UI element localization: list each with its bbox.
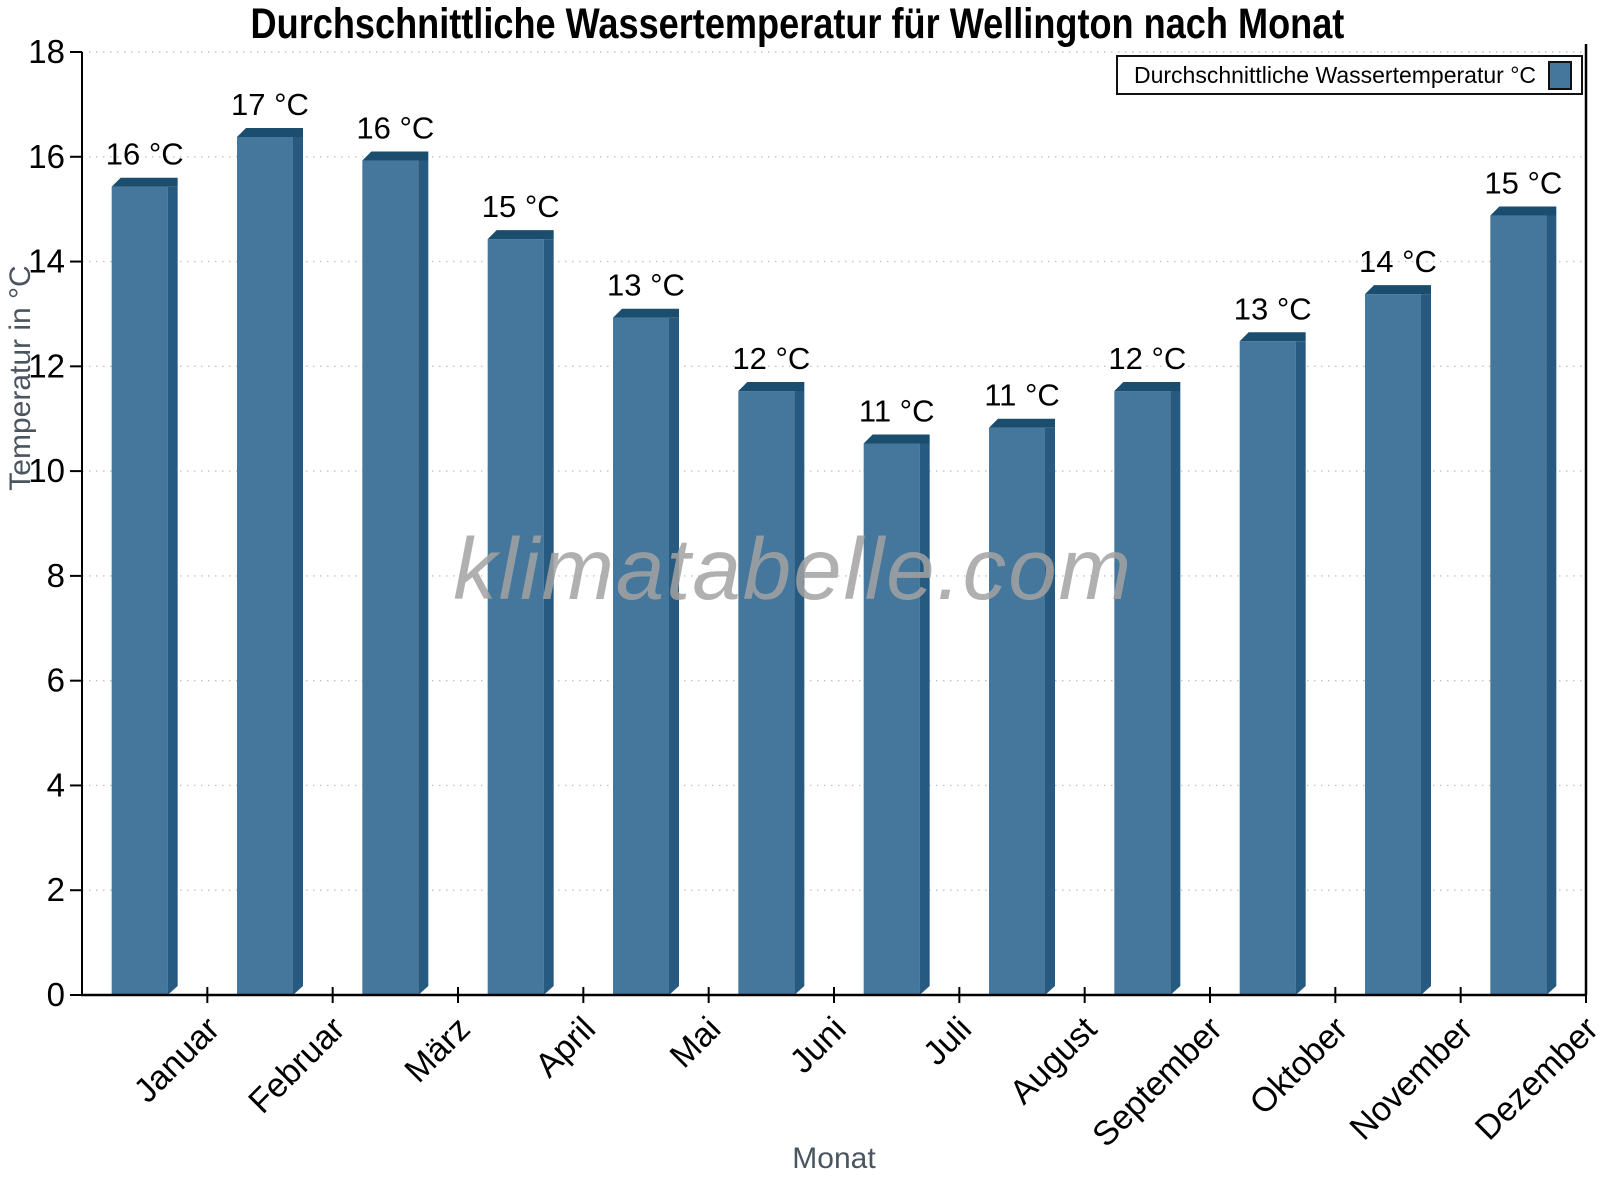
bar-top-face: [111, 177, 178, 187]
y-tick-label: 12: [28, 347, 65, 384]
bar-side-face: [167, 186, 178, 995]
x-category-label: August: [1003, 1009, 1105, 1111]
x-category-label: September: [1085, 1010, 1229, 1154]
bar-top-face: [487, 230, 554, 240]
y-tick-label: 8: [47, 557, 65, 594]
x-category-label: Oktober: [1243, 1010, 1355, 1122]
x-category-label: Januar: [127, 1010, 227, 1110]
bar-value-label: 15 °C: [1484, 166, 1562, 201]
bar-side-face: [543, 239, 554, 996]
bar-top-face: [613, 308, 679, 318]
bar-value-label: 14 °C: [1359, 244, 1437, 279]
bar-side-face: [1045, 427, 1055, 995]
bar: [863, 443, 920, 995]
y-tick-label: 18: [28, 33, 65, 70]
y-axis-title: Temperatur in °C: [4, 265, 37, 491]
y-tick-label: 10: [28, 452, 65, 489]
x-category-label: Mai: [663, 1010, 729, 1076]
bar-top-face: [1239, 332, 1306, 342]
x-category-label: April: [528, 1010, 603, 1085]
bar-side-face: [669, 317, 679, 995]
x-axis-title: Monat: [792, 1142, 876, 1175]
bar-side-face: [418, 160, 429, 996]
bar-side-face: [293, 136, 303, 996]
bar-side-face: [1295, 341, 1306, 996]
bar-side-face: [1421, 294, 1431, 995]
y-tick-label: 14: [28, 243, 65, 280]
bar-value-label: 13 °C: [1234, 291, 1312, 326]
x-category-label: Juni: [783, 1010, 854, 1081]
bar-value-label: 15 °C: [482, 189, 560, 224]
bar: [989, 427, 1045, 995]
bar-top-face: [1365, 285, 1431, 295]
bar-top-face: [1490, 206, 1557, 216]
x-category-label: Februar: [241, 1010, 352, 1121]
bar-top-face: [362, 151, 429, 161]
bar: [237, 136, 293, 996]
bar: [1490, 215, 1547, 995]
bar-top-face: [738, 382, 805, 392]
chart-title: Durchschnittliche Wassertemperatur für W…: [250, 0, 1345, 48]
bar-side-face: [1546, 215, 1557, 995]
bar-side-face: [919, 443, 930, 995]
bar: [1114, 391, 1171, 995]
bar-top-face: [1114, 382, 1181, 392]
bar: [111, 186, 168, 995]
bar: [1365, 294, 1421, 995]
legend-label: Durchschnittliche Wassertemperatur °C: [1133, 61, 1536, 88]
bar-value-label: 16 °C: [356, 111, 434, 146]
x-category-label: November: [1343, 1010, 1481, 1148]
bar-value-label: 12 °C: [732, 341, 810, 376]
bar-top-face: [989, 418, 1055, 428]
x-category-label: Juli: [916, 1010, 979, 1073]
y-tick-label: 4: [47, 766, 65, 803]
x-category-label: Dezember: [1468, 1010, 1600, 1148]
bar: [487, 239, 544, 996]
bar-side-face: [794, 391, 805, 995]
bar-top-face: [237, 127, 303, 137]
bar-top-face: [863, 434, 930, 444]
bar: [738, 391, 795, 995]
bar-value-label: 11 °C: [859, 393, 935, 428]
bar: [362, 160, 419, 996]
y-tick-label: 2: [47, 871, 65, 908]
bar-value-label: 11 °C: [984, 378, 1060, 413]
bar-value-label: 16 °C: [106, 137, 184, 172]
bar: [613, 317, 669, 995]
bar-side-face: [1170, 391, 1181, 995]
bar-value-label: 13 °C: [607, 268, 685, 303]
bar-value-label: 12 °C: [1108, 341, 1186, 376]
x-category-label: März: [397, 1010, 477, 1090]
bar-value-label: 17 °C: [231, 87, 309, 122]
legend: Durchschnittliche Wassertemperatur °C: [1115, 55, 1583, 95]
y-tick-label: 16: [28, 138, 65, 175]
bar: [1239, 341, 1296, 996]
legend-swatch-icon: [1548, 60, 1572, 90]
y-tick-label: 6: [47, 662, 65, 699]
y-tick-label: 0: [47, 976, 65, 1013]
